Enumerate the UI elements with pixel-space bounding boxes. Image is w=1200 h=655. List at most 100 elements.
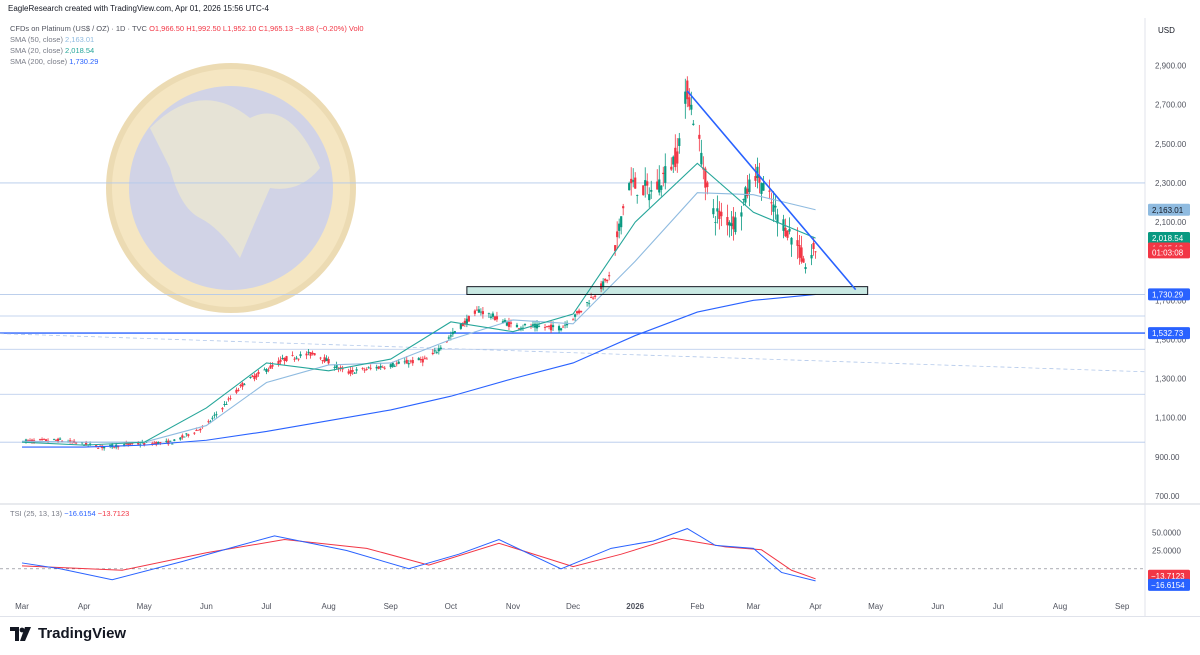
tsi-tag-label: −16.6154 xyxy=(1151,581,1185,590)
tradingview-brand: TradingView xyxy=(38,625,127,642)
candle-body xyxy=(594,295,597,297)
candle-body xyxy=(223,404,226,405)
candle-body xyxy=(734,217,737,233)
candle-body xyxy=(393,365,396,367)
candle-body xyxy=(622,206,625,209)
time-axis-label: Jun xyxy=(931,602,944,611)
candle-body xyxy=(515,324,519,328)
candle-body xyxy=(97,448,100,449)
candle-body xyxy=(307,351,310,353)
candle-body xyxy=(56,438,60,443)
candle-body xyxy=(125,443,128,445)
indicator-sma200[interactable]: SMA (200, close) 1,730.29 xyxy=(10,57,99,66)
candle-body xyxy=(213,414,216,416)
candle-body xyxy=(431,352,434,355)
candle-body xyxy=(571,319,575,321)
candle-body xyxy=(814,251,817,253)
ohlc-high: H1,992.50 xyxy=(186,24,221,33)
tradingview-logo[interactable]: TradingView xyxy=(10,625,126,642)
candle-body xyxy=(714,222,717,223)
candle-body xyxy=(40,439,44,440)
candle-body xyxy=(379,365,382,368)
candle-body xyxy=(181,435,184,438)
time-axis-label: Aug xyxy=(321,602,335,611)
ohlc-low: L1,952.10 xyxy=(222,24,257,33)
price-chart[interactable]: 2,900.00 2,700.00 2,500.00 2,300.00 2,100.00… xyxy=(0,18,1200,616)
candle-body xyxy=(439,347,442,349)
candle-body xyxy=(573,314,577,317)
candle-body xyxy=(475,309,478,311)
candle-body xyxy=(503,320,507,322)
candle-body xyxy=(535,323,539,329)
candle-body xyxy=(143,443,146,445)
candle-body xyxy=(672,156,675,165)
candle-body xyxy=(419,358,422,361)
candle-body xyxy=(449,335,452,337)
candle-body xyxy=(768,190,771,192)
candle-body xyxy=(465,318,468,324)
candle-body xyxy=(551,325,555,328)
candle-body xyxy=(397,361,400,364)
candle-body xyxy=(411,360,414,364)
candle-body xyxy=(405,359,408,364)
price-axis-label: 900.00 xyxy=(1155,453,1180,462)
price-tag-label: 2,018.54 xyxy=(1152,234,1184,243)
tsi-tag xyxy=(1148,569,1190,582)
candle-body xyxy=(517,328,521,330)
candle-body xyxy=(365,369,368,370)
price-axis-label: 2,700.00 xyxy=(1155,101,1187,110)
candle-body xyxy=(561,326,565,328)
price-tag xyxy=(1148,203,1190,216)
candle-body xyxy=(684,91,687,104)
candle-body xyxy=(285,356,288,362)
candle-body xyxy=(718,210,721,219)
candle-body xyxy=(221,408,224,410)
candle-body xyxy=(271,365,274,367)
candle-body xyxy=(706,182,709,188)
candle-body xyxy=(453,331,456,333)
candle-body xyxy=(523,324,527,326)
candle-body xyxy=(169,440,172,442)
sma-line-2 xyxy=(22,293,816,448)
price-axis-label: 1,300.00 xyxy=(1155,375,1187,384)
candle-body xyxy=(704,168,707,188)
candle-body xyxy=(620,216,623,228)
indicator-sma20[interactable]: SMA (20, close) 2,018.54 xyxy=(10,46,95,55)
candle-body xyxy=(391,362,394,367)
candle-body xyxy=(700,152,703,165)
candle-body xyxy=(461,323,464,326)
candle-body xyxy=(481,311,485,315)
candle-body xyxy=(740,212,743,217)
candle-body xyxy=(688,97,691,107)
candle-body xyxy=(477,309,480,313)
candle-body xyxy=(549,324,553,331)
time-axis-label: Sep xyxy=(384,602,399,611)
price-axis-label: 2,500.00 xyxy=(1155,140,1187,149)
candle-body xyxy=(563,324,567,326)
candle-body xyxy=(776,214,779,224)
candle-body xyxy=(187,434,190,436)
candle-body xyxy=(804,267,807,270)
candle-body xyxy=(44,439,48,442)
volume: Vol0 xyxy=(348,24,364,33)
candle-body xyxy=(325,358,328,362)
candle-body xyxy=(559,328,563,331)
candle-body xyxy=(495,316,499,320)
tsi-legend[interactable]: TSI (25, 13, 13) −16.6154 −13.7123 xyxy=(10,509,130,518)
time-axis-label: Jun xyxy=(200,602,213,611)
candle-body xyxy=(754,176,757,181)
candle-body xyxy=(291,355,294,356)
candle-body xyxy=(38,439,42,440)
candle-body xyxy=(658,179,661,193)
candle-body xyxy=(618,223,621,231)
candle-body xyxy=(810,254,813,259)
price-tag-label: 1,730.29 xyxy=(1152,290,1184,299)
candle-body xyxy=(686,80,689,100)
candle-body xyxy=(730,223,733,227)
candle-body xyxy=(26,440,30,441)
candle-body xyxy=(507,321,511,327)
candle-body xyxy=(463,320,466,324)
candle-body xyxy=(650,190,653,192)
chart-area[interactable]: 2,900.00 2,700.00 2,500.00 2,300.00 2,100.00… xyxy=(0,18,1200,616)
indicator-sma50[interactable]: SMA (50, close) 2,163.01 xyxy=(10,35,95,44)
